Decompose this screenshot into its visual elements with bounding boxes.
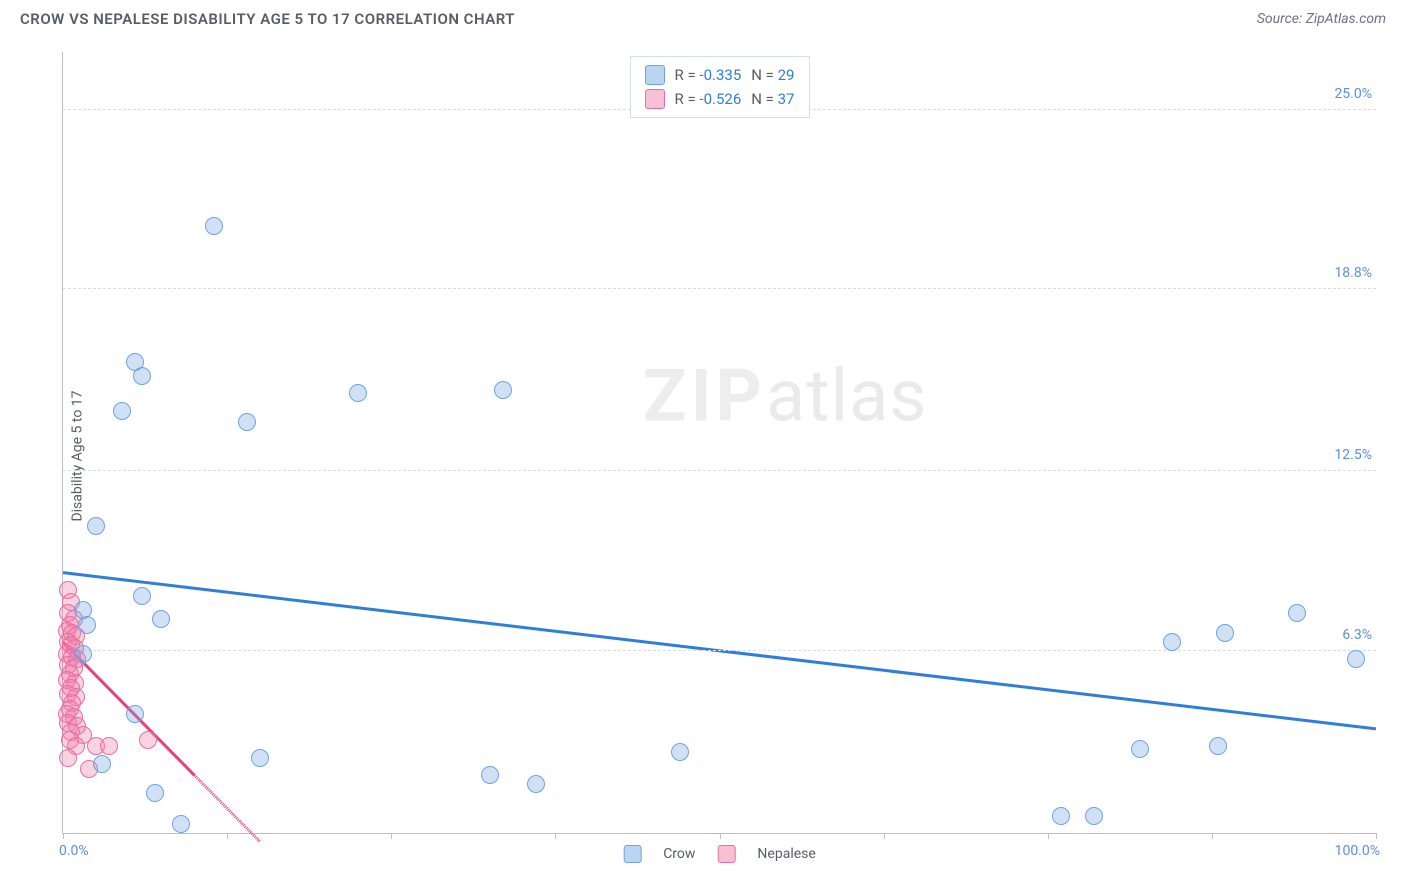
data-point xyxy=(78,616,96,634)
data-point xyxy=(1163,633,1181,651)
x-tick xyxy=(1212,833,1213,839)
chart-title: CROW VS NEPALESE DISABILITY AGE 5 TO 17 … xyxy=(20,10,515,28)
data-point xyxy=(133,587,151,605)
data-point xyxy=(100,737,118,755)
correlation-legend: R = -0.335 N = 29 R = -0.526 N = 37 xyxy=(630,56,810,118)
data-point xyxy=(527,775,545,793)
data-point xyxy=(172,815,190,833)
x-tick xyxy=(720,833,721,839)
data-point xyxy=(74,645,92,663)
data-point xyxy=(152,610,170,628)
data-point xyxy=(87,517,105,535)
y-tick-label: 25.0% xyxy=(1334,86,1378,102)
x-max-label: 100.0% xyxy=(1335,843,1380,859)
y-tick-label: 6.3% xyxy=(1342,627,1378,643)
data-point xyxy=(139,731,157,749)
data-point xyxy=(1131,740,1149,758)
data-point xyxy=(1288,604,1306,622)
data-point xyxy=(494,381,512,399)
x-tick xyxy=(555,833,556,839)
data-point xyxy=(251,749,269,767)
gridline xyxy=(63,650,1376,651)
data-point xyxy=(146,784,164,802)
data-point xyxy=(238,413,256,431)
data-point xyxy=(205,217,223,235)
swatch-nepalese-icon xyxy=(645,89,665,109)
chart-area: Disability Age 5 to 17 ZIPatlas R = -0.3… xyxy=(20,40,1386,872)
x-tick xyxy=(63,833,64,839)
data-point xyxy=(349,384,367,402)
data-point xyxy=(93,755,111,773)
x-tick xyxy=(884,833,885,839)
x-tick xyxy=(1376,833,1377,839)
data-point xyxy=(113,402,131,420)
y-tick-label: 18.8% xyxy=(1334,265,1378,281)
data-point xyxy=(671,743,689,761)
x-tick xyxy=(1048,833,1049,839)
swatch-crow-icon xyxy=(623,845,641,863)
gridline xyxy=(63,288,1376,289)
trend-lines xyxy=(63,52,1376,833)
data-point xyxy=(59,749,77,767)
series-legend: Crow Nepalese xyxy=(623,845,816,863)
y-tick-label: 12.5% xyxy=(1334,447,1378,463)
legend-label: Crow xyxy=(663,846,695,862)
data-point xyxy=(1347,650,1365,668)
data-point xyxy=(126,705,144,723)
data-point xyxy=(1085,807,1103,825)
x-tick xyxy=(391,833,392,839)
source-label: Source: ZipAtlas.com xyxy=(1257,11,1386,27)
swatch-crow-icon xyxy=(645,65,665,85)
plot-region: ZIPatlas R = -0.335 N = 29 R = -0.526 N … xyxy=(62,52,1376,834)
data-point xyxy=(1216,624,1234,642)
data-point xyxy=(1209,737,1227,755)
data-point xyxy=(1052,807,1070,825)
legend-row-nepalese: R = -0.526 N = 37 xyxy=(645,87,795,111)
legend-label: Nepalese xyxy=(757,846,815,862)
legend-row-crow: R = -0.335 N = 29 xyxy=(645,63,795,87)
swatch-nepalese-icon xyxy=(717,845,735,863)
x-tick xyxy=(227,833,228,839)
x-min-label: 0.0% xyxy=(59,843,89,859)
data-point xyxy=(133,367,151,385)
gridline xyxy=(63,470,1376,471)
data-point xyxy=(481,766,499,784)
